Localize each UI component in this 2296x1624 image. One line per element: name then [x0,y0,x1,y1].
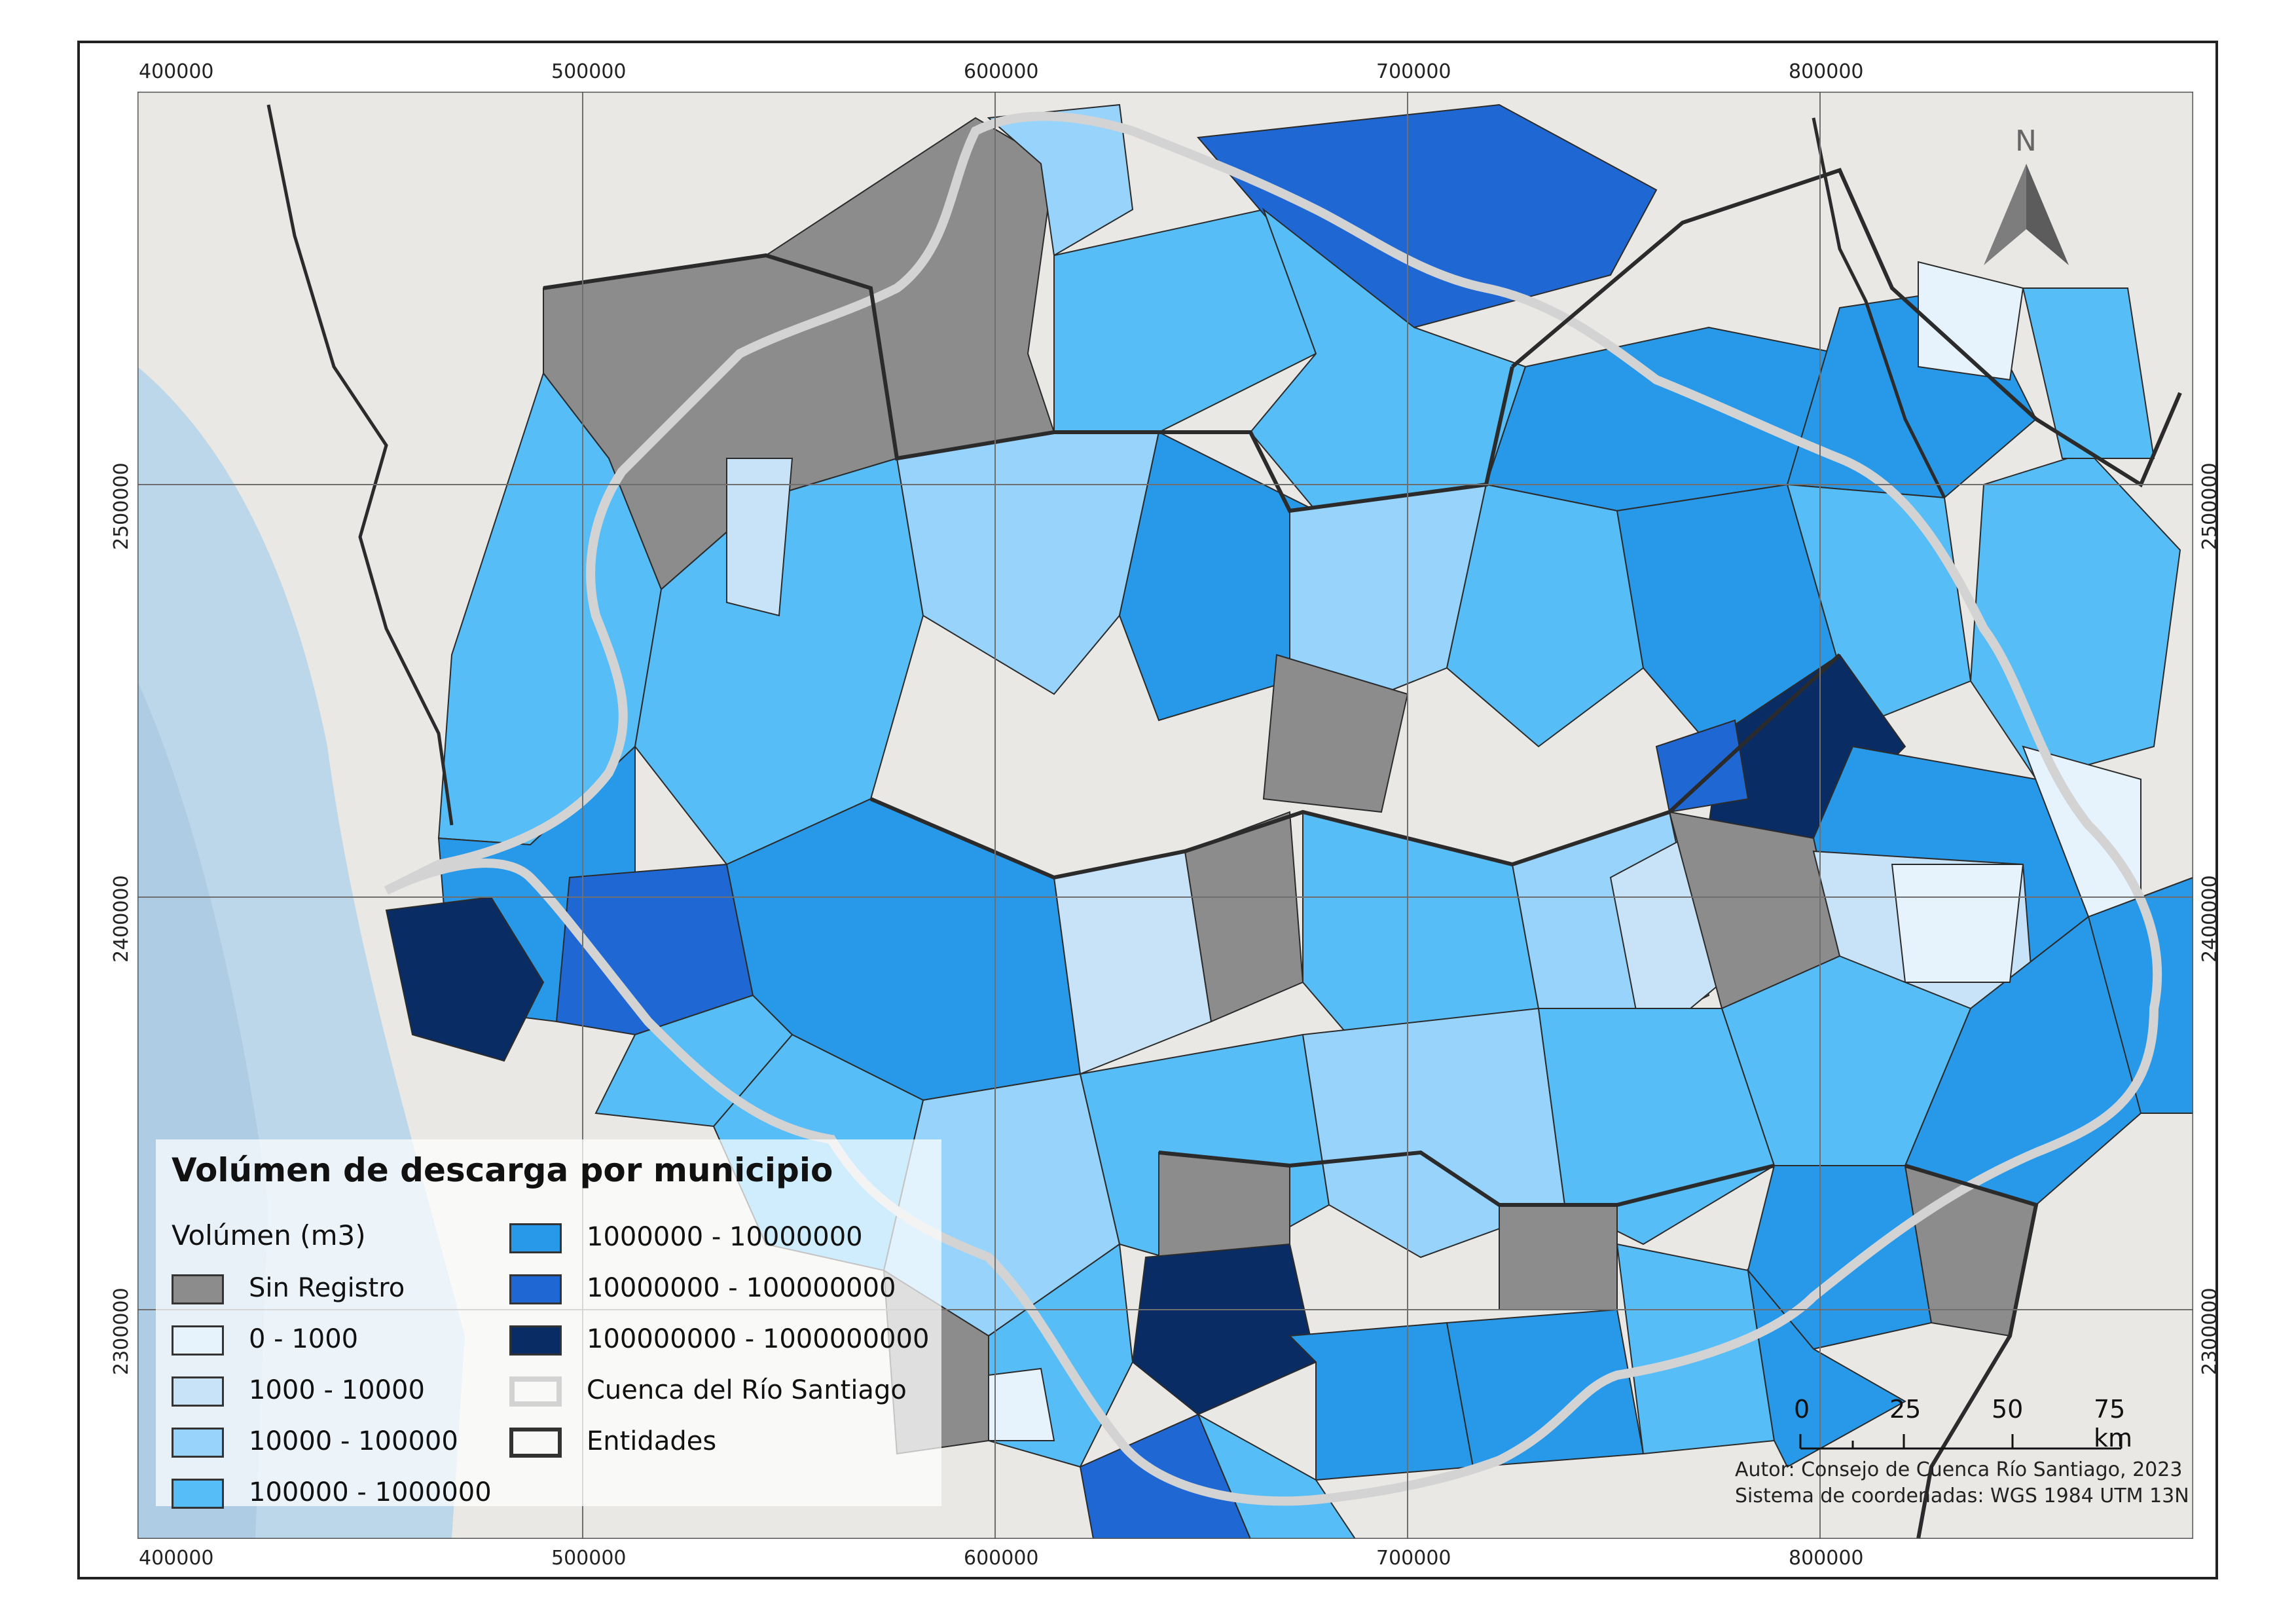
municipality-patch [1262,654,1409,813]
legend-label: 1000000 - 10000000 [587,1222,863,1252]
x-tick-top: 600000 [964,60,1039,83]
x-tick-bottom: 500000 [551,1547,627,1570]
y-tick-right: 2500000 [2198,462,2221,550]
legend-swatch [509,1274,562,1304]
x-tick-top: 700000 [1376,60,1451,83]
state-border [869,653,1842,880]
municipality-patch [987,103,1134,257]
x-tick-bottom: 400000 [139,1547,214,1570]
basin-outline [384,111,2162,1506]
legend-label: 1000 - 10000 [249,1375,425,1405]
credits: Autor: Consejo de Cuenca Río Santiago, 2… [1735,1457,2189,1509]
legend-swatch [172,1274,224,1304]
legend-swatch [172,1479,224,1509]
municipality-patch [988,1367,1055,1441]
legend-label: 0 - 1000 [249,1324,359,1354]
north-arrow-icon [1984,164,2069,265]
scale-label: 0 [1794,1395,1810,1424]
municipality-patch [1891,864,2024,983]
y-tick-right: 2300000 [2198,1287,2221,1375]
municipality-patch [1053,208,1317,433]
state-border [543,253,1514,513]
municipality-patch [1918,261,2024,381]
x-tick-top: 400000 [139,60,214,83]
scale-bar: 0 25 50 75 km [1794,1395,2160,1467]
x-tick-bottom: 700000 [1376,1547,1451,1570]
legend-title: Volúmen de descarga por municipio [172,1151,833,1189]
legend-swatch [172,1376,224,1407]
legend-label: Cuenca del Río Santiago [587,1375,907,1405]
municipality-patch [1118,431,1317,722]
municipality-patch [1499,1204,1618,1310]
legend-label: 100000000 - 1000000000 [587,1324,930,1354]
scale-label: 25 [1889,1395,1922,1424]
state-border [1158,1150,1775,1207]
municipality-patch [1302,1007,1566,1259]
municipality-patch [1446,483,1645,748]
credits-crs: Sistema de coordenadas: WGS 1984 UTM 13N [1735,1485,2189,1507]
municipality-patch [726,458,793,617]
legend-label: Sin Registro [249,1273,405,1303]
y-tick-left: 2300000 [110,1287,133,1375]
legend-swatch [172,1428,224,1458]
legend-label: 10000 - 100000 [249,1426,458,1456]
legend-subtitle: Volúmen (m3) [172,1219,366,1251]
scale-label: 50 [1992,1395,2024,1424]
municipality-patch [1537,1008,1776,1246]
legend-swatch [172,1325,224,1356]
state-border [266,104,454,826]
legend-swatch [509,1325,562,1356]
x-tick-top: 800000 [1789,60,1864,83]
legend-label: Entidades [587,1426,717,1456]
y-tick-left: 2500000 [110,462,133,550]
legend-swatch [509,1428,562,1458]
legend-swatch [509,1376,562,1407]
legend-label: 100000 - 1000000 [249,1477,492,1507]
legend-label: 10000000 - 100000000 [587,1273,896,1303]
x-tick-bottom: 600000 [964,1547,1039,1570]
north-label: N [2015,124,2037,158]
y-tick-right: 2400000 [2198,875,2221,963]
legend-swatch [509,1223,562,1253]
municipality-patch [1655,719,1749,813]
municipality-patch [1747,1165,1933,1350]
municipality-patch [1131,1243,1317,1416]
credits-author: Autor: Consejo de Cuenca Río Santiago, 2… [1735,1458,2183,1481]
municipality-patch [1288,1321,1474,1481]
municipality-patch [385,896,545,1062]
x-tick-bottom: 800000 [1789,1547,1864,1570]
scale-bar-line [1799,1434,2123,1450]
map-frame [77,41,2218,1579]
municipality-patch [1786,483,1972,735]
municipality-patch [1446,1308,1645,1468]
legend-panel: Volúmen de descarga por municipio Volúme… [156,1139,941,1509]
y-tick-left: 2400000 [110,875,133,963]
state-border [1812,117,1946,499]
x-tick-top: 500000 [551,60,627,83]
state-border [1904,1164,2039,1539]
